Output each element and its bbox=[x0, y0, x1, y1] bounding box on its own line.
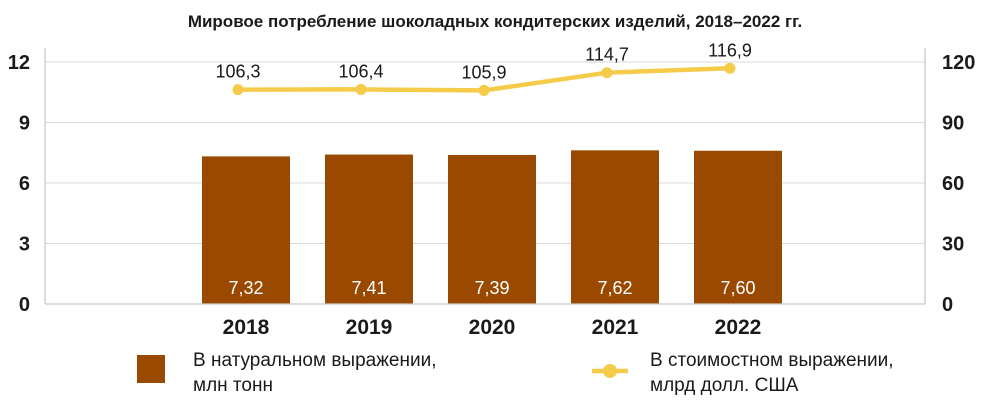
legend-line-marker bbox=[603, 364, 617, 378]
legend-line-label: В стоимостном выражении, bbox=[650, 350, 894, 371]
y-right-tick-label: 90 bbox=[942, 113, 964, 135]
bar bbox=[448, 154, 536, 304]
bar-value-label: 7,60 bbox=[720, 278, 755, 298]
bar-value-label: 7,62 bbox=[597, 278, 632, 298]
bar bbox=[694, 150, 782, 304]
line-point bbox=[355, 83, 367, 95]
x-tick-label: 2018 bbox=[223, 316, 270, 339]
legend-line-label: млрд долл. США bbox=[650, 375, 799, 396]
line-value-label: 106,4 bbox=[338, 61, 383, 81]
x-tick-label: 2021 bbox=[592, 316, 639, 339]
y-right-tick-label: 120 bbox=[942, 52, 975, 74]
legend-bar-label: В натуральном выражении, bbox=[193, 350, 436, 371]
y-left-tick-label: 12 bbox=[8, 52, 30, 74]
chart-title: Мировое потребление шоколадных кондитерс… bbox=[188, 12, 802, 31]
legend: В натуральном выражении, млн тонн В стоимо… bbox=[137, 350, 894, 396]
y-left-tick-label: 6 bbox=[19, 173, 30, 195]
line-value-label: 105,9 bbox=[461, 62, 506, 82]
x-tick-label: 2022 bbox=[715, 316, 762, 339]
y-right-tick-label: 60 bbox=[942, 173, 964, 195]
bar-value-label: 7,39 bbox=[474, 278, 509, 298]
line-value-label: 114,7 bbox=[585, 45, 629, 65]
bars: 7,32 7,41 7,39 7,62 7,60 bbox=[202, 150, 782, 304]
bar bbox=[202, 156, 290, 304]
y-left-tick-label: 0 bbox=[19, 294, 30, 316]
line-value-label: 116,9 bbox=[708, 40, 752, 60]
bar-value-label: 7,32 bbox=[228, 278, 263, 298]
y-left-tick-label: 3 bbox=[19, 234, 30, 256]
bar bbox=[325, 154, 413, 304]
bar bbox=[571, 150, 659, 304]
x-tick-label: 2019 bbox=[346, 316, 393, 339]
line-point bbox=[724, 62, 736, 74]
line-value-label: 106,3 bbox=[215, 62, 260, 82]
x-tick-label: 2020 bbox=[469, 316, 516, 339]
y-left-tick-label: 9 bbox=[19, 113, 30, 135]
value-line: 106,3 106,4 105,9 114,7 116,9 bbox=[215, 40, 752, 96]
bar-value-label: 7,41 bbox=[351, 278, 386, 298]
y-right-tick-label: 0 bbox=[942, 294, 953, 316]
legend-bar-label: млн тонн bbox=[193, 375, 273, 396]
line-point bbox=[601, 67, 613, 79]
legend-bar-swatch bbox=[137, 355, 165, 383]
line-point bbox=[232, 84, 244, 96]
y-right-tick-label: 30 bbox=[942, 234, 964, 256]
line-point bbox=[478, 84, 490, 96]
